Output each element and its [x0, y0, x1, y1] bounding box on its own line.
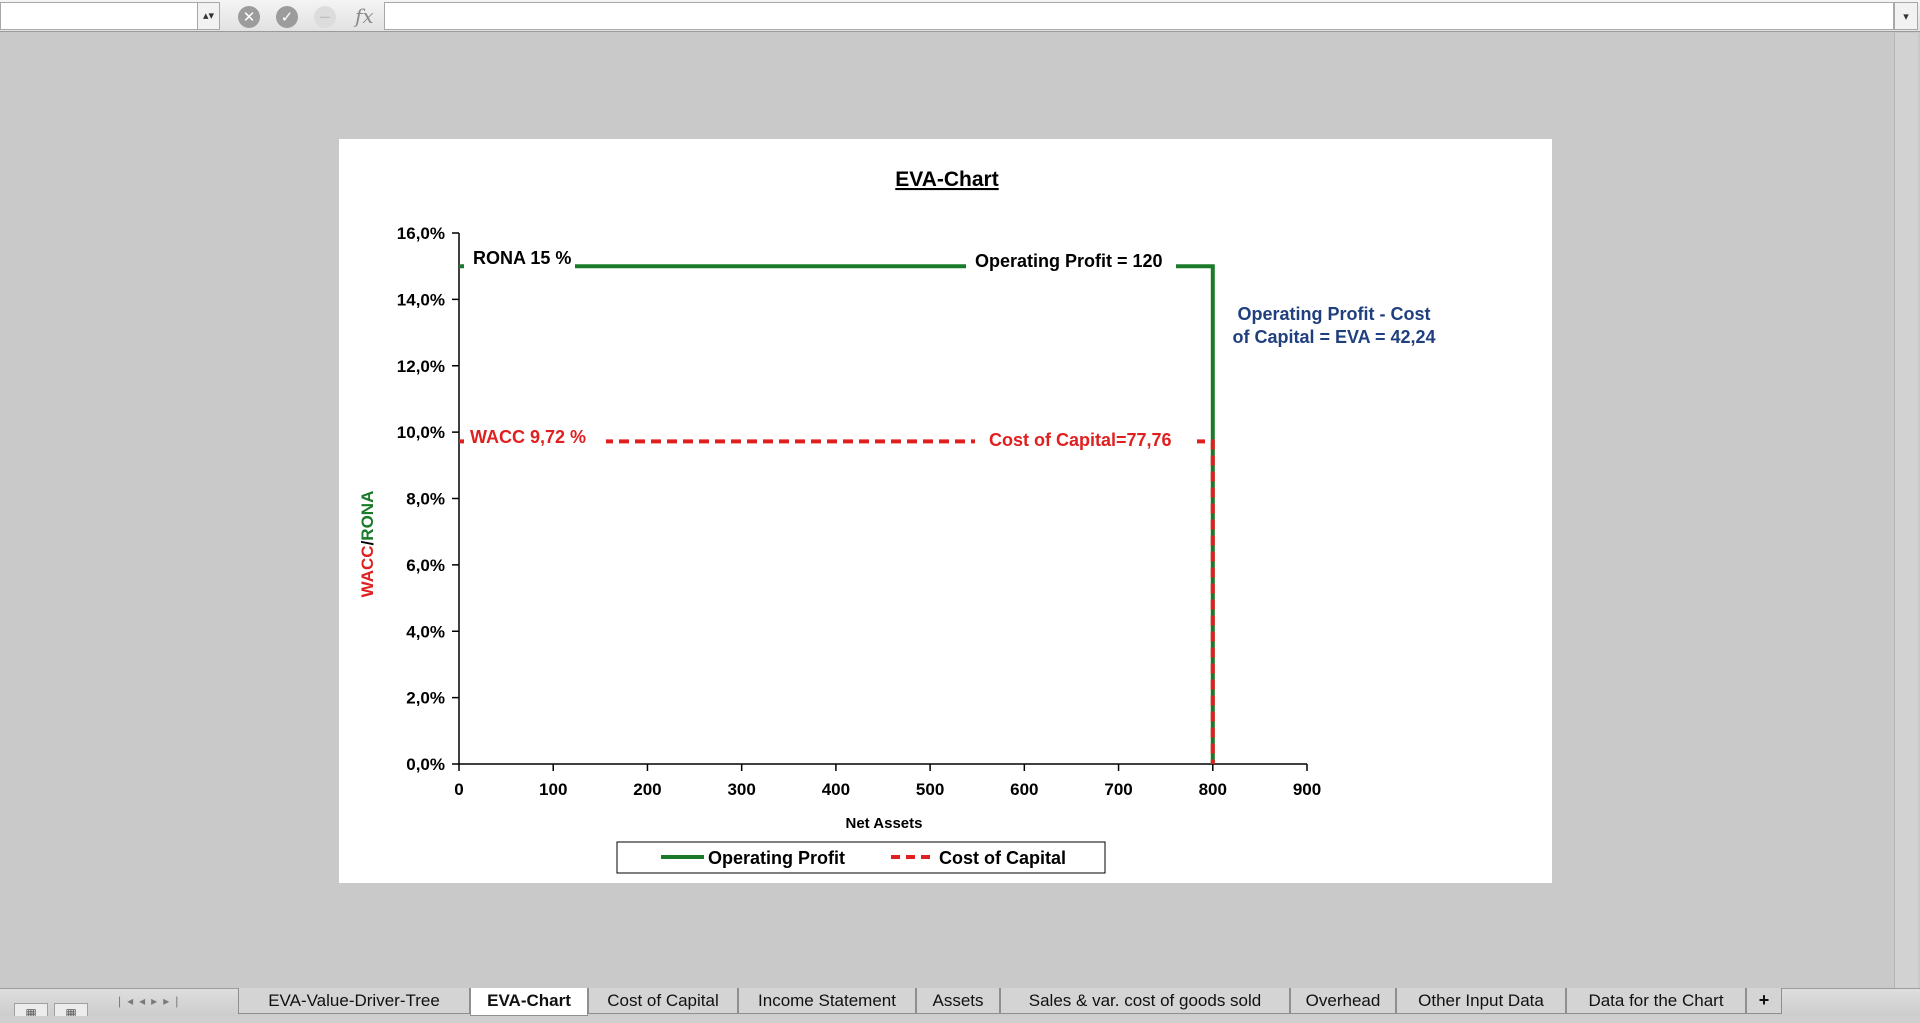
expand-formula-bar-icon[interactable]: ▾ [1894, 2, 1918, 30]
confirm-formula-icon[interactable]: ✓ [276, 6, 298, 28]
formula-bar: ▴▾ ✕ ✓ − fx ▾ [0, 0, 1920, 32]
tab-eva-chart[interactable]: EVA-Chart [470, 988, 588, 1016]
x-tick-label: 800 [1199, 780, 1227, 799]
prev-sheet-icon[interactable]: ◂ [139, 994, 152, 1008]
chart-title: EVA-Chart [895, 168, 998, 191]
y-tick-label: 12,0% [397, 357, 445, 376]
series-line-cost-of-capital[interactable] [459, 439, 1215, 764]
status-strip [0, 1016, 1920, 1023]
tab-overhead[interactable]: Overhead [1290, 988, 1396, 1014]
add-sheet-button[interactable]: + [1746, 988, 1782, 1014]
last-sheet-icon[interactable]: ▸| [163, 994, 185, 1008]
x-tick-label: 200 [633, 780, 661, 799]
x-tick-label: 600 [1010, 780, 1038, 799]
operating-profit-label-bg [966, 248, 1176, 274]
eva-annotation-line-1: Operating Profit - Cost [1238, 304, 1431, 324]
x-tick-label: 700 [1104, 780, 1132, 799]
tab-eva-value-driver-tree[interactable]: EVA-Value-Driver-Tree [238, 988, 470, 1014]
vertical-scrollbar[interactable] [1894, 33, 1918, 988]
tab-data-for-the-chart[interactable]: Data for the Chart [1566, 988, 1746, 1014]
y-tick-label: 8,0% [406, 490, 445, 509]
x-tick-label: 400 [822, 780, 850, 799]
wacc-annotation: WACC 9,72 % [470, 427, 586, 447]
x-tick-label: 100 [539, 780, 567, 799]
tab-income-statement[interactable]: Income Statement [738, 988, 916, 1014]
function-icon[interactable]: − [314, 6, 336, 28]
cancel-formula-icon[interactable]: ✕ [238, 6, 260, 28]
x-tick-label: 0 [454, 780, 463, 799]
sheet-navigation[interactable]: |◂◂▸▸| [110, 988, 226, 1014]
name-box-dropdown-icon[interactable]: ▴▾ [198, 2, 220, 30]
eva-annotation-line-2: of Capital = EVA = 42,24 [1232, 327, 1435, 347]
y-tick-label: 2,0% [406, 689, 445, 708]
x-tick-label: 900 [1293, 780, 1321, 799]
legend-operating-profit-label: Operating Profit [708, 848, 845, 868]
x-axis-label: Net Assets [846, 815, 923, 832]
y-tick-label: 6,0% [406, 556, 445, 575]
legend-cost-of-capital-label: Cost of Capital [939, 848, 1066, 868]
series-line-operating-profit[interactable] [459, 264, 1215, 764]
insert-function-button[interactable]: fx [355, 4, 374, 28]
y-tick-label: 16,0% [397, 224, 445, 243]
formula-input[interactable] [384, 2, 1894, 30]
eva-chart[interactable]: EVA-Chart 0,0% 2,0% 4,0% 6,0% 8,0% 10,0% 12,0%… [339, 139, 1552, 883]
x-tick-label: 500 [916, 780, 944, 799]
cost-of-capital-label-bg [975, 427, 1197, 453]
rona-label-bg [464, 245, 575, 271]
tab-sales-var-cost[interactable]: Sales & var. cost of goods sold [1000, 988, 1290, 1014]
y-axis-label: WACC/RONA [358, 491, 377, 598]
first-sheet-icon[interactable]: |◂ [118, 994, 140, 1008]
operating-profit-annotation: Operating Profit = 120 [975, 251, 1163, 271]
tab-cost-of-capital[interactable]: Cost of Capital [588, 988, 738, 1014]
tab-assets[interactable]: Assets [916, 988, 1000, 1014]
x-tick-label: 300 [727, 780, 755, 799]
name-box[interactable] [0, 2, 198, 30]
y-tick-label: 0,0% [406, 755, 445, 774]
y-tick-label: 10,0% [397, 423, 445, 442]
cost-of-capital-annotation: Cost of Capital=77,76 [989, 430, 1172, 450]
tab-other-input-data[interactable]: Other Input Data [1396, 988, 1566, 1014]
wacc-label-bg [464, 424, 606, 450]
y-tick-label: 4,0% [406, 622, 445, 641]
chart-sheet[interactable]: EVA-Chart 0,0% 2,0% 4,0% 6,0% 8,0% 10,0% 12,0%… [339, 139, 1552, 883]
rona-annotation: RONA 15 % [473, 248, 571, 268]
next-sheet-icon[interactable]: ▸ [151, 994, 164, 1008]
y-tick-label: 14,0% [397, 290, 445, 309]
